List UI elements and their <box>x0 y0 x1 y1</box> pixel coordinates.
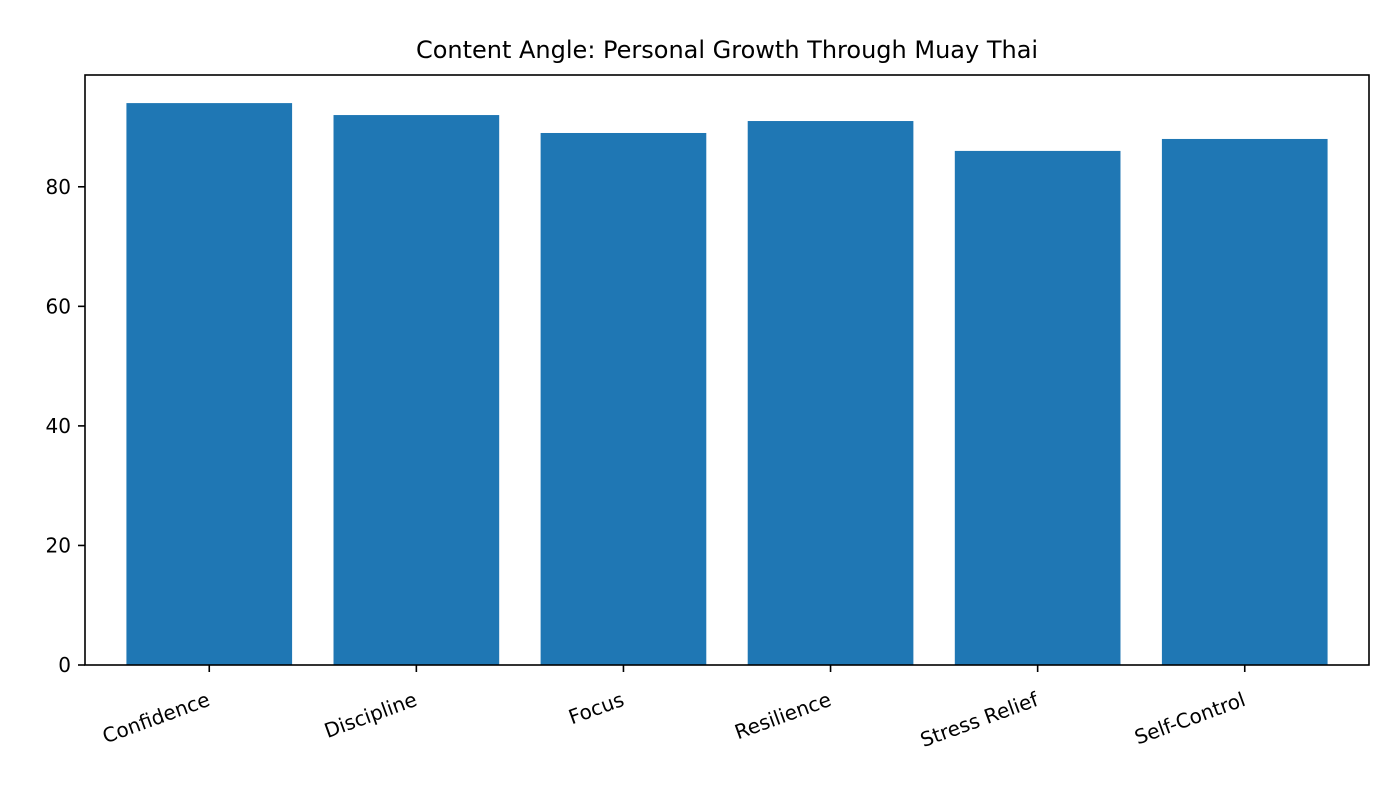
bars-layer <box>126 103 1328 666</box>
plot-frame <box>84 74 1370 666</box>
x-tick-label: Discipline <box>321 687 420 743</box>
y-tick-label: 20 <box>46 533 71 557</box>
x-tick-label: Self-Control <box>1131 687 1248 749</box>
bar-focus <box>540 132 707 666</box>
bar-resilience <box>747 121 914 665</box>
y-tick-label: 0 <box>58 653 71 677</box>
x-tick-label: Resilience <box>731 687 834 744</box>
x-tick-label: Focus <box>565 687 627 729</box>
bar-confidence <box>126 103 293 666</box>
bar-stress-relief <box>954 150 1121 665</box>
y-tick-label: 80 <box>46 175 71 199</box>
y-tick-label: 60 <box>46 294 71 318</box>
bar-self-control <box>1161 138 1328 666</box>
x-tick-label: Confidence <box>99 687 213 748</box>
x-axis: Confidence Discipline Focus Resilience Stres… <box>99 665 1248 752</box>
x-tick-label: Stress Relief <box>917 687 1042 752</box>
chart-title: Content Angle: Personal Growth Through M… <box>416 36 1038 64</box>
y-tick-label: 40 <box>46 414 71 438</box>
y-axis: 0 20 40 60 80 <box>46 175 85 677</box>
bar-discipline <box>333 115 500 665</box>
